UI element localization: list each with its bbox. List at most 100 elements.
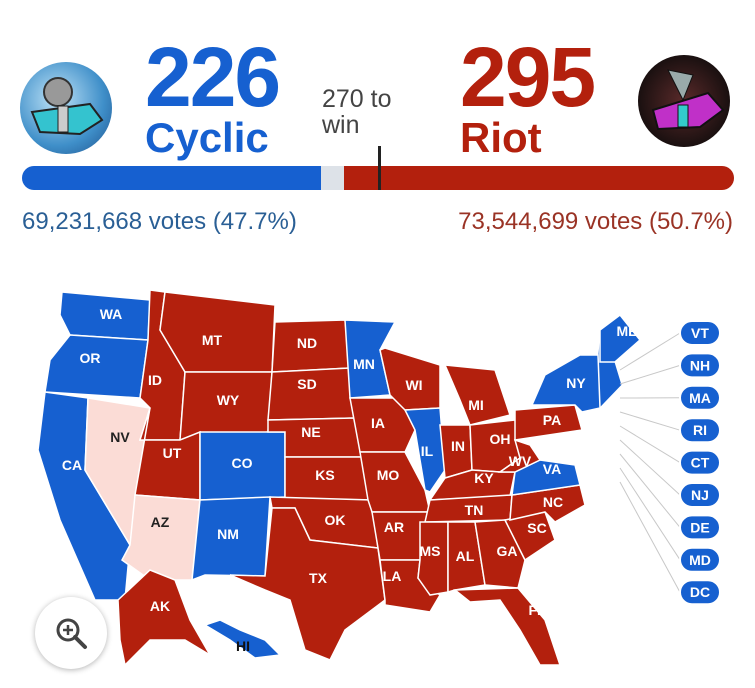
state-wy[interactable]: WY (179, 371, 273, 441)
small-state-label: NJ (691, 487, 709, 503)
state-az[interactable]: AZ (121, 494, 201, 581)
state-ms[interactable]: MS (417, 521, 449, 596)
state-label: NY (566, 375, 586, 391)
state-shape[interactable] (203, 619, 282, 659)
state-pa[interactable]: PA (514, 404, 583, 441)
state-label: PA (543, 412, 561, 428)
state-shape[interactable] (497, 438, 542, 473)
state-label: SD (297, 376, 316, 392)
small-state-pill[interactable] (679, 482, 721, 508)
small-state-pill[interactable] (679, 514, 721, 541)
state-ga[interactable]: GA (474, 519, 526, 589)
state-label: GA (497, 543, 518, 559)
state-shape[interactable] (474, 519, 526, 589)
small-state-pill[interactable] (679, 449, 721, 476)
state-label: OH (490, 431, 511, 447)
riot-bar-fill (343, 166, 734, 190)
state-shape[interactable] (121, 494, 201, 581)
state-label: NM (217, 526, 239, 542)
leader-line (619, 481, 681, 593)
state-shape[interactable] (229, 507, 386, 661)
state-shape[interactable] (117, 569, 213, 667)
small-state-pill[interactable] (679, 320, 721, 346)
state-label: CO (232, 455, 253, 471)
state-label: LA (383, 568, 402, 584)
cyclic-avatar (20, 62, 112, 154)
state-in[interactable]: IN (439, 424, 473, 479)
small-state-pill[interactable] (679, 579, 721, 606)
state-label: KY (474, 470, 494, 486)
small-state-de[interactable]: DE (619, 453, 721, 541)
state-label: MN (353, 356, 375, 372)
small-state-md[interactable]: MD (619, 467, 721, 573)
small-state-ri[interactable]: RI (619, 411, 721, 444)
small-state-label: NH (690, 357, 710, 373)
state-shape[interactable] (452, 587, 562, 666)
state-or[interactable]: OR (44, 334, 149, 399)
state-shape[interactable] (443, 364, 511, 426)
small-state-ma[interactable]: MA (619, 384, 721, 411)
state-wv[interactable]: WV (497, 438, 542, 473)
zoom-button[interactable] (35, 597, 107, 669)
state-label: AR (384, 519, 404, 535)
cyclic-popular-votes: 69,231,668 votes (47.7%) (22, 208, 297, 235)
state-hi[interactable]: HI (203, 619, 282, 659)
state-la[interactable]: LA (379, 559, 441, 613)
cyclic-electoral-votes: 226 (145, 30, 281, 124)
state-label: WY (217, 392, 240, 408)
state-ks[interactable]: KS (284, 456, 373, 501)
state-label: KS (315, 467, 334, 483)
state-mt[interactable]: MT (159, 291, 276, 373)
state-co[interactable]: CO (199, 431, 286, 501)
state-ny[interactable]: NY (530, 354, 601, 413)
state-tn[interactable]: TN (424, 494, 513, 523)
state-shape[interactable] (44, 334, 149, 399)
state-al[interactable]: AL (447, 521, 486, 593)
state-wa[interactable]: WA (59, 291, 151, 341)
small-state-pill[interactable] (679, 546, 721, 573)
state-nd[interactable]: ND (271, 319, 351, 373)
state-label: CA (62, 457, 82, 473)
state-mo[interactable]: MO (359, 451, 431, 513)
state-shape[interactable] (403, 407, 446, 493)
leader-line (619, 439, 681, 496)
state-nc[interactable]: NC (509, 484, 586, 523)
small-state-vt[interactable]: VT (619, 320, 721, 371)
small-state-pill[interactable] (679, 352, 721, 379)
leader-line (619, 467, 681, 561)
state-ia[interactable]: IA (349, 397, 416, 453)
small-state-pill[interactable] (679, 417, 721, 444)
state-shape[interactable] (514, 404, 583, 441)
small-state-nj[interactable]: NJ (619, 439, 721, 508)
state-me[interactable]: ME (599, 313, 642, 363)
state-sc[interactable]: SC (503, 511, 556, 562)
state-fl[interactable]: FL (452, 587, 562, 666)
state-il[interactable]: IL (403, 407, 446, 493)
state-shape[interactable] (447, 521, 486, 593)
state-sd[interactable]: SD (267, 367, 356, 421)
small-state-pill[interactable] (679, 384, 721, 411)
riot-avatar (638, 55, 730, 147)
state-wi[interactable]: WI (379, 347, 441, 411)
state-label: NE (301, 424, 320, 440)
threshold-line1: 270 to (322, 85, 392, 113)
state-tx[interactable]: TX (229, 507, 386, 661)
small-state-dc[interactable]: DC (619, 481, 721, 606)
state-label: NV (110, 429, 130, 445)
threshold-line2: win (322, 111, 360, 139)
riot-avatar-icon (651, 69, 725, 131)
state-label: MI (468, 397, 484, 413)
zoom-in-icon (56, 618, 87, 649)
state-mi[interactable]: MI (443, 364, 511, 426)
state-shape[interactable] (599, 313, 642, 363)
small-state-ct[interactable]: CT (619, 425, 721, 476)
leader-line (619, 411, 681, 431)
state-label: AL (456, 548, 475, 564)
state-nm[interactable]: NM (191, 496, 271, 582)
state-ak[interactable]: AK (117, 569, 213, 667)
small-state-nh[interactable]: NH (619, 352, 721, 385)
state-label: IL (421, 443, 434, 459)
small-state-label: CT (691, 455, 710, 471)
state-shape[interactable] (530, 354, 601, 413)
